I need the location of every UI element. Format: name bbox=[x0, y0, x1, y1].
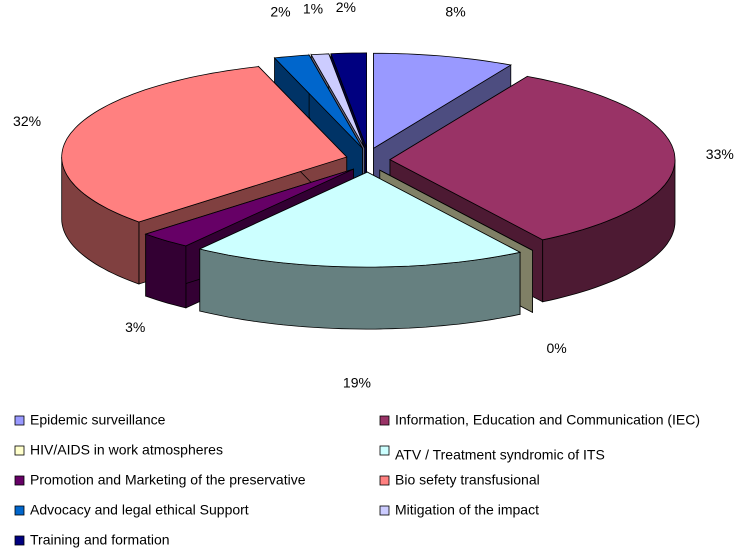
legend-label: Information, Education and Communication… bbox=[395, 412, 700, 428]
legend-label: Epidemic surveillance bbox=[30, 412, 166, 428]
data-label: 19% bbox=[343, 375, 371, 391]
data-label: 2% bbox=[270, 3, 290, 19]
legend-swatch bbox=[14, 505, 25, 516]
legend-label: Promotion and Marketing of the preservat… bbox=[30, 472, 306, 488]
legend-swatch bbox=[379, 415, 390, 426]
slice-top bbox=[373, 52, 512, 150]
data-label: 2% bbox=[336, 0, 356, 15]
legend-swatch bbox=[14, 535, 25, 546]
legend-label: Mitigation of the impact bbox=[395, 502, 539, 518]
data-label: 8% bbox=[445, 3, 465, 19]
legend-label: Advocacy and legal ethical Support bbox=[30, 502, 249, 518]
legend-swatch bbox=[14, 415, 25, 426]
legend-swatch bbox=[14, 445, 25, 456]
slice bbox=[198, 171, 522, 330]
slice-top bbox=[144, 168, 354, 247]
slice-top bbox=[389, 75, 676, 241]
data-label: 1% bbox=[303, 0, 323, 16]
slice-top bbox=[61, 66, 348, 223]
legend-swatch bbox=[379, 505, 390, 516]
slice-top bbox=[330, 52, 367, 149]
legend-swatch bbox=[379, 445, 390, 456]
data-label: 3% bbox=[125, 319, 145, 335]
slice-top bbox=[198, 171, 522, 268]
legend-label: Bio sefety transfusional bbox=[395, 472, 540, 488]
slice-top bbox=[379, 169, 533, 251]
legend-swatch bbox=[379, 475, 390, 486]
legend-label: ATV / Treatment syndromic of ITS bbox=[395, 447, 605, 463]
legend-label: Training and formation bbox=[30, 532, 170, 548]
legend-swatch bbox=[14, 475, 25, 486]
data-label: 33% bbox=[706, 146, 734, 162]
data-label: 0% bbox=[546, 340, 566, 356]
slice-top bbox=[273, 54, 363, 149]
slice-wall bbox=[145, 233, 187, 309]
data-label: 32% bbox=[13, 113, 41, 129]
legend-label: HIV/AIDS in work atmospheres bbox=[30, 442, 223, 458]
slice-top bbox=[310, 53, 365, 149]
